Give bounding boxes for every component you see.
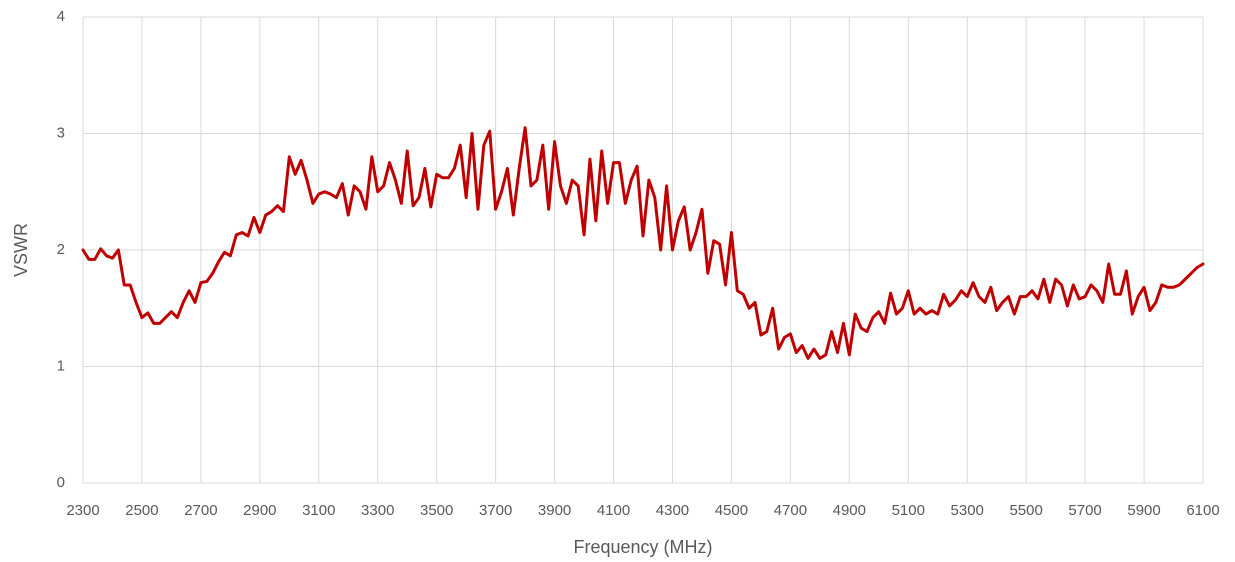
x-tick-label: 2500: [125, 502, 158, 519]
x-tick-label: 4100: [597, 502, 630, 519]
x-tick-label: 2900: [243, 502, 276, 519]
x-tick-label: 4500: [715, 502, 748, 519]
x-tick-label: 3900: [538, 502, 571, 519]
x-tick-label: 5300: [951, 502, 984, 519]
y-axis-title: VSWR: [11, 223, 31, 277]
x-tick-label: 2300: [66, 502, 99, 519]
y-tick-label: 1: [57, 357, 65, 374]
x-tick-label: 5500: [1009, 502, 1042, 519]
x-tick-label: 3300: [361, 502, 394, 519]
x-tick-label: 4300: [656, 502, 689, 519]
x-axis-title: Frequency (MHz): [573, 537, 712, 557]
x-tick-label: 6100: [1186, 502, 1219, 519]
data-line: [81, 126, 1205, 360]
x-tick-label: 4700: [774, 502, 807, 519]
x-tick-label: 4900: [833, 502, 866, 519]
x-tick-label: 5100: [892, 502, 925, 519]
y-tick-label: 3: [57, 124, 65, 141]
x-tick-label: 2700: [184, 502, 217, 519]
y-tick-label: 0: [57, 474, 65, 491]
x-tick-label: 5700: [1068, 502, 1101, 519]
x-tick-label: 3500: [420, 502, 453, 519]
x-tick-label: 5900: [1127, 502, 1160, 519]
x-tick-label: 3700: [479, 502, 512, 519]
x-tick-label: 3100: [302, 502, 335, 519]
y-tick-label: 4: [57, 8, 65, 25]
y-tick-label: 2: [57, 241, 65, 258]
